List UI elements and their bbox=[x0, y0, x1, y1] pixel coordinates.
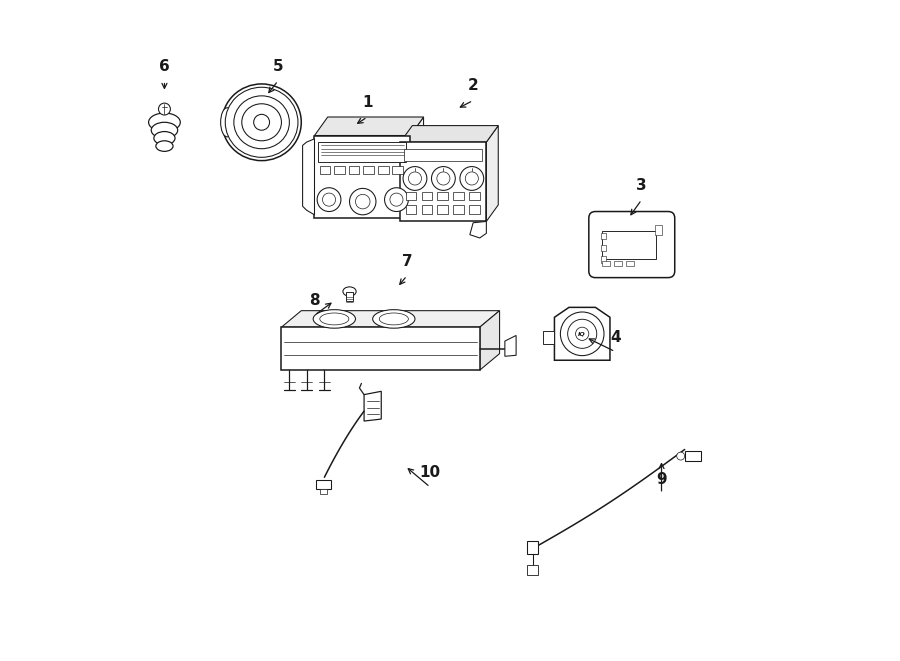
FancyBboxPatch shape bbox=[589, 212, 675, 278]
Circle shape bbox=[322, 193, 336, 206]
Polygon shape bbox=[486, 126, 499, 221]
Polygon shape bbox=[364, 391, 382, 421]
Bar bbox=[421, 192, 432, 200]
Ellipse shape bbox=[220, 108, 234, 137]
Bar bbox=[454, 205, 464, 214]
Circle shape bbox=[465, 172, 479, 185]
Ellipse shape bbox=[242, 104, 282, 141]
Bar bbox=[319, 142, 407, 162]
Circle shape bbox=[384, 188, 409, 212]
Ellipse shape bbox=[343, 287, 356, 296]
Bar bbox=[404, 149, 482, 161]
Bar bbox=[655, 225, 661, 235]
Ellipse shape bbox=[148, 113, 180, 132]
Bar bbox=[320, 489, 327, 494]
Circle shape bbox=[317, 188, 341, 212]
Bar bbox=[421, 205, 432, 214]
Ellipse shape bbox=[158, 103, 170, 115]
Text: 10: 10 bbox=[419, 465, 441, 480]
Bar bbox=[527, 565, 538, 575]
Bar bbox=[685, 451, 701, 461]
Bar bbox=[602, 261, 610, 266]
Polygon shape bbox=[302, 139, 314, 215]
Ellipse shape bbox=[373, 309, 415, 329]
Bar bbox=[614, 261, 622, 266]
Ellipse shape bbox=[156, 141, 173, 151]
Polygon shape bbox=[543, 330, 554, 344]
Circle shape bbox=[576, 327, 589, 340]
Text: 3: 3 bbox=[636, 178, 647, 192]
Circle shape bbox=[677, 452, 685, 460]
Bar bbox=[406, 192, 417, 200]
Bar bbox=[392, 166, 403, 174]
Bar bbox=[364, 166, 374, 174]
Polygon shape bbox=[400, 126, 499, 142]
Polygon shape bbox=[400, 142, 486, 221]
Text: 5: 5 bbox=[273, 59, 284, 73]
Ellipse shape bbox=[151, 122, 177, 138]
Circle shape bbox=[390, 193, 403, 206]
Bar bbox=[600, 233, 606, 239]
Circle shape bbox=[436, 172, 450, 185]
Text: 6: 6 bbox=[159, 59, 170, 73]
Circle shape bbox=[356, 194, 370, 209]
Circle shape bbox=[409, 172, 421, 185]
Ellipse shape bbox=[225, 87, 298, 157]
Ellipse shape bbox=[222, 84, 302, 161]
Bar bbox=[406, 205, 417, 214]
Ellipse shape bbox=[234, 96, 290, 149]
Bar bbox=[626, 261, 634, 266]
Polygon shape bbox=[282, 327, 480, 370]
Bar bbox=[454, 192, 464, 200]
Ellipse shape bbox=[313, 309, 356, 329]
Bar bbox=[600, 256, 606, 263]
Text: 1: 1 bbox=[362, 95, 373, 110]
Text: 2: 2 bbox=[468, 79, 479, 93]
Bar bbox=[437, 192, 448, 200]
Bar bbox=[378, 166, 389, 174]
Bar bbox=[469, 192, 480, 200]
Text: 7: 7 bbox=[401, 254, 412, 268]
Circle shape bbox=[561, 312, 604, 356]
Circle shape bbox=[568, 319, 597, 348]
Circle shape bbox=[403, 167, 427, 190]
Text: 4: 4 bbox=[610, 330, 621, 344]
Ellipse shape bbox=[320, 313, 349, 325]
Circle shape bbox=[349, 188, 376, 215]
Polygon shape bbox=[505, 335, 516, 356]
Polygon shape bbox=[480, 311, 500, 370]
Polygon shape bbox=[554, 307, 610, 360]
Text: 9: 9 bbox=[656, 472, 667, 486]
Bar bbox=[320, 166, 330, 174]
Circle shape bbox=[431, 167, 455, 190]
Text: 8: 8 bbox=[310, 293, 320, 308]
Ellipse shape bbox=[254, 114, 269, 130]
Bar bbox=[334, 166, 345, 174]
Text: IQ: IQ bbox=[579, 331, 586, 336]
Circle shape bbox=[460, 167, 483, 190]
Ellipse shape bbox=[379, 313, 409, 325]
Bar bbox=[349, 166, 359, 174]
Polygon shape bbox=[282, 311, 500, 327]
Bar bbox=[437, 205, 448, 214]
Polygon shape bbox=[314, 136, 410, 218]
Bar bbox=[600, 245, 606, 251]
Bar bbox=[317, 480, 331, 489]
Ellipse shape bbox=[154, 132, 175, 145]
Polygon shape bbox=[470, 221, 486, 238]
Polygon shape bbox=[314, 117, 424, 136]
Polygon shape bbox=[410, 117, 424, 218]
Polygon shape bbox=[527, 541, 538, 554]
Bar bbox=[346, 292, 353, 301]
Bar bbox=[469, 205, 480, 214]
Bar bbox=[602, 231, 656, 259]
